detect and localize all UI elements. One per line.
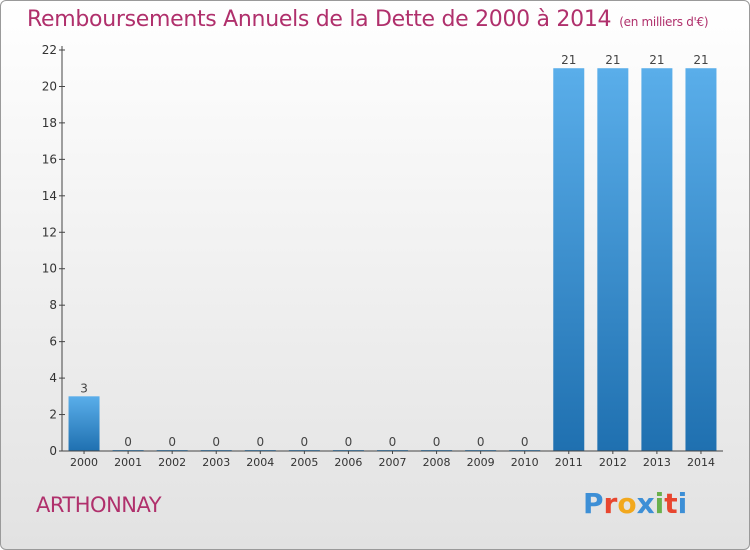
data-label: 0 xyxy=(477,435,485,449)
data-label: 0 xyxy=(301,435,309,449)
x-tick-label: 2014 xyxy=(687,456,715,469)
x-tick-label: 2000 xyxy=(70,456,98,469)
bar xyxy=(685,68,717,452)
y-tick-label: 6 xyxy=(49,335,57,349)
data-label: 0 xyxy=(168,435,176,449)
town-name: ARTHONNAY xyxy=(36,493,162,517)
logo-letter: r xyxy=(603,487,618,520)
logo-letter: x xyxy=(636,487,655,520)
x-tick-label: 2011 xyxy=(555,456,583,469)
data-label: 21 xyxy=(605,53,620,67)
x-tick-label: 2009 xyxy=(467,456,495,469)
y-tick-label: 2 xyxy=(49,408,57,422)
logo-letter: P xyxy=(583,487,604,520)
x-tick-label: 2012 xyxy=(599,456,627,469)
data-label: 0 xyxy=(345,435,353,449)
x-tick-label: 2008 xyxy=(423,456,451,469)
data-label: 21 xyxy=(561,53,576,67)
logo-letter: i xyxy=(654,487,665,520)
y-tick-label: 20 xyxy=(42,79,57,93)
data-label: 0 xyxy=(212,435,220,449)
y-tick-label: 10 xyxy=(42,262,57,276)
bar-chart: 3200002001020020200302004020050200602007… xyxy=(42,43,723,469)
x-tick-label: 2005 xyxy=(290,456,318,469)
data-label: 0 xyxy=(433,435,441,449)
bar xyxy=(553,68,585,452)
x-tick-label: 2007 xyxy=(379,456,407,469)
x-tick-label: 2010 xyxy=(511,456,539,469)
x-tick-label: 2001 xyxy=(114,456,142,469)
logo-letter: t xyxy=(664,487,678,520)
y-tick-label: 12 xyxy=(42,225,57,239)
bar xyxy=(597,68,629,452)
data-label: 21 xyxy=(693,53,708,67)
x-tick-label: 2004 xyxy=(246,456,274,469)
y-tick-label: 18 xyxy=(42,116,57,130)
y-tick-label: 14 xyxy=(42,189,57,203)
y-tick-label: 22 xyxy=(42,43,57,57)
chart-title-text: Remboursements Annuels de la Dette de 20… xyxy=(27,7,612,32)
bar xyxy=(641,68,673,452)
y-tick-label: 16 xyxy=(42,152,57,166)
y-tick-label: 4 xyxy=(49,371,57,385)
y-tick-label: 0 xyxy=(49,444,57,458)
x-tick-label: 2002 xyxy=(158,456,186,469)
y-tick-label: 8 xyxy=(49,298,57,312)
data-label: 0 xyxy=(124,435,132,449)
bar xyxy=(68,396,100,451)
logo-letter: o xyxy=(617,487,637,520)
data-label: 21 xyxy=(649,53,664,67)
data-label: 0 xyxy=(521,435,529,449)
logo-letter: i xyxy=(677,487,688,520)
x-tick-label: 2013 xyxy=(643,456,671,469)
data-label: 3 xyxy=(80,381,88,395)
data-label: 0 xyxy=(256,435,264,449)
x-tick-label: 2003 xyxy=(202,456,230,469)
chart-unit: (en milliers d'€) xyxy=(619,15,709,29)
data-label: 0 xyxy=(389,435,397,449)
x-tick-label: 2006 xyxy=(334,456,362,469)
proxiti-logo: Proxiti xyxy=(583,487,687,520)
chart-title: Remboursements Annuels de la Dette de 20… xyxy=(27,7,709,32)
